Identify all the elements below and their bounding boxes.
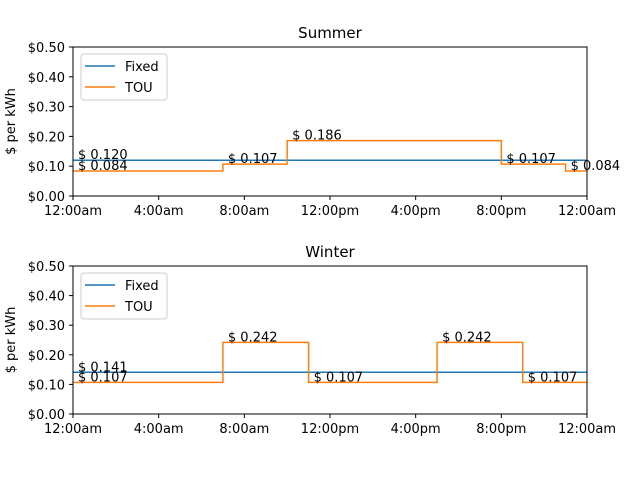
x-tick-label: 12:00am <box>44 204 102 219</box>
x-tick-label: 8:00am <box>219 422 269 437</box>
data-label: $ 0.242 <box>442 330 492 345</box>
x-tick-label: 12:00pm <box>301 422 359 437</box>
x-tick-label: 4:00am <box>134 204 184 219</box>
y-tick-label: $0.00 <box>28 408 65 423</box>
y-tick-label: $0.10 <box>28 378 65 393</box>
y-tick-label: $0.30 <box>28 319 65 334</box>
x-tick-label: 8:00pm <box>476 422 526 437</box>
legend-label: Fixed <box>125 60 159 75</box>
x-tick-label: 12:00am <box>44 422 102 437</box>
data-label: $ 0.107 <box>314 370 364 385</box>
y-tick-label: $0.50 <box>28 41 65 56</box>
data-label: $ 0.107 <box>78 370 128 385</box>
x-tick-label: 4:00am <box>134 422 184 437</box>
x-tick-label: 8:00am <box>219 204 269 219</box>
series-line-tou <box>73 139 587 172</box>
series-line-tou <box>73 341 587 384</box>
y-tick-label: $0.30 <box>28 101 65 116</box>
y-tick-label: $0.50 <box>28 260 65 275</box>
legend: Fixed TOU <box>80 272 168 320</box>
x-tick-label: 8:00pm <box>476 204 526 219</box>
y-tick-label: $0.20 <box>28 349 65 364</box>
chart-winter: Winter$ 0.141$ 0.107$ 0.242$ 0.107$ 0.24… <box>4 243 616 437</box>
legend: Fixed TOU <box>80 53 168 101</box>
data-label: $ 0.084 <box>78 159 128 174</box>
legend-label: TOU <box>124 81 153 96</box>
y-axis-label: $ per kWh <box>4 307 19 374</box>
legend-label: TOU <box>124 300 153 315</box>
data-label: $ 0.107 <box>528 370 578 385</box>
y-tick-label: $0.00 <box>28 190 65 205</box>
data-label: $ 0.120 <box>78 148 128 163</box>
y-axis-label: $ per kWh <box>4 88 19 155</box>
y-tick-label: $0.40 <box>28 71 65 86</box>
x-tick-label: 12:00pm <box>301 204 359 219</box>
y-tick-label: $0.40 <box>28 290 65 305</box>
y-tick-label: $0.20 <box>28 130 65 145</box>
data-label: $ 0.242 <box>228 330 278 345</box>
chart-title: Winter <box>305 243 355 261</box>
data-label: $ 0.141 <box>78 360 128 375</box>
legend-label: Fixed <box>125 279 159 294</box>
data-label: $ 0.186 <box>292 129 342 144</box>
chart-title: Summer <box>298 24 362 42</box>
x-tick-label: 4:00pm <box>391 204 441 219</box>
data-label: $ 0.107 <box>506 152 556 167</box>
x-tick-label: 4:00pm <box>391 422 441 437</box>
data-label: $ 0.084 <box>571 159 621 174</box>
x-tick-label: 12:00am <box>558 422 616 437</box>
x-tick-label: 12:00am <box>558 204 616 219</box>
y-tick-label: $0.10 <box>28 160 65 175</box>
data-label: $ 0.107 <box>228 152 278 167</box>
chart-summer: Summer$ 0.120$ 0.084 $ 0.107$ 0.186$ 0.10… <box>4 24 620 219</box>
